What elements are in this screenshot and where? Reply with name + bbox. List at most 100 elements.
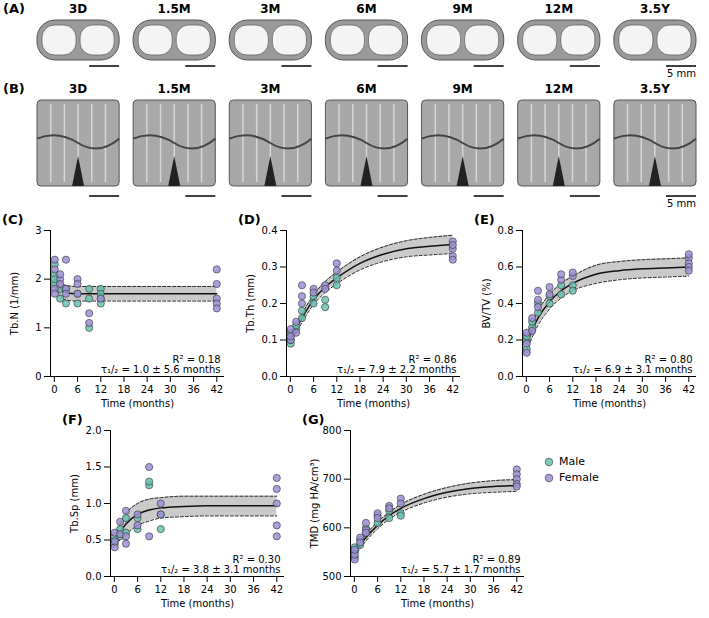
svg-text:12: 12 [394, 584, 407, 595]
svg-text:12: 12 [330, 384, 343, 395]
svg-text:0: 0 [111, 584, 117, 595]
svg-text:Time (months): Time (months) [400, 598, 474, 609]
svg-text:0.0: 0.0 [86, 571, 102, 582]
svg-text:R² = 0.18τ₁/₂ = 1.0 ± 5.6 mont: R² = 0.18τ₁/₂ = 1.0 ± 5.6 months [101, 354, 221, 375]
svg-text:1.0: 1.0 [86, 498, 102, 509]
svg-text:0: 0 [35, 371, 41, 382]
svg-text:42: 42 [510, 584, 523, 595]
svg-text:6: 6 [546, 384, 552, 395]
svg-text:18: 18 [590, 384, 603, 395]
html-text:(D): (D) [238, 212, 261, 227]
svg-text:0: 0 [523, 384, 529, 395]
svg-text:0.2: 0.2 [262, 298, 278, 309]
svg-text:6M: 6M [356, 2, 376, 16]
svg-text:3D: 3D [69, 2, 87, 16]
svg-text:3: 3 [35, 225, 41, 236]
svg-text:6: 6 [74, 384, 80, 395]
svg-text:36: 36 [487, 584, 500, 595]
svg-text:3M: 3M [260, 2, 280, 16]
svg-text:12M: 12M [544, 2, 573, 16]
svg-text:6: 6 [310, 384, 316, 395]
svg-text:42: 42 [682, 384, 695, 395]
svg-text:1.5: 1.5 [86, 461, 102, 472]
svg-text:18: 18 [354, 384, 367, 395]
svg-text:0: 0 [287, 384, 293, 395]
svg-text:30: 30 [464, 584, 477, 595]
svg-text:36: 36 [423, 384, 436, 395]
svg-text:1: 1 [35, 322, 41, 333]
svg-text:6M: 6M [356, 82, 376, 96]
svg-text:30: 30 [224, 584, 237, 595]
svg-text:3M: 3M [260, 82, 280, 96]
svg-text:2: 2 [35, 273, 41, 284]
svg-text:Tb.Th (mm): Tb.Th (mm) [245, 274, 256, 334]
svg-text:24: 24 [201, 584, 214, 595]
svg-text:30: 30 [636, 384, 649, 395]
svg-text:800: 800 [322, 425, 341, 436]
svg-text:9M: 9M [452, 2, 472, 16]
svg-text:Time (months): Time (months) [160, 598, 234, 609]
svg-text:(A): (A) [3, 1, 25, 16]
svg-text:R² = 0.86τ₁/₂ = 7.9 ± 2.2 mont: R² = 0.86τ₁/₂ = 7.9 ± 2.2 months [337, 354, 457, 375]
svg-text:36: 36 [187, 384, 200, 395]
svg-text:6: 6 [134, 584, 140, 595]
svg-text:42: 42 [446, 384, 459, 395]
svg-text:0.2: 0.2 [498, 334, 514, 345]
svg-text:(B): (B) [3, 81, 25, 96]
svg-text:6: 6 [374, 584, 380, 595]
svg-text:42: 42 [270, 584, 283, 595]
svg-text:5 mm: 5 mm [667, 198, 696, 209]
svg-text:0.6: 0.6 [498, 261, 514, 272]
svg-text:5 mm: 5 mm [667, 68, 696, 79]
svg-text:TMD (mg HA/cm³): TMD (mg HA/cm³) [309, 459, 320, 550]
svg-text:12: 12 [154, 584, 167, 595]
svg-text:3.5Y: 3.5Y [640, 82, 670, 96]
svg-text:18: 18 [118, 384, 131, 395]
svg-text:36: 36 [247, 584, 260, 595]
svg-text:Time (months): Time (months) [336, 398, 410, 409]
svg-text:24: 24 [441, 584, 454, 595]
svg-text:0.4: 0.4 [498, 298, 514, 309]
svg-text:700: 700 [322, 473, 341, 484]
svg-text:0: 0 [51, 384, 57, 395]
svg-text:0.1: 0.1 [262, 334, 278, 345]
html-text:(F): (F) [62, 412, 83, 427]
svg-text:0.0: 0.0 [498, 371, 514, 382]
html-text:(E): (E) [474, 212, 495, 227]
svg-text:12M: 12M [544, 82, 573, 96]
svg-text:R² = 0.30τ₁/₂ = 3.8 ± 3.1 mont: R² = 0.30τ₁/₂ = 3.8 ± 3.1 months [161, 554, 281, 575]
svg-text:12: 12 [566, 384, 579, 395]
html-text:(C): (C) [2, 212, 24, 227]
svg-text:3D: 3D [69, 82, 87, 96]
svg-text:18: 18 [418, 584, 431, 595]
svg-text:R² = 0.80τ₁/₂ = 6.9 ± 3.1 mont: R² = 0.80τ₁/₂ = 6.9 ± 3.1 months [573, 354, 693, 375]
svg-text:2.0: 2.0 [86, 425, 102, 436]
svg-text:24: 24 [141, 384, 154, 395]
svg-text:600: 600 [322, 522, 341, 533]
svg-text:30: 30 [164, 384, 177, 395]
svg-text:Time (months): Time (months) [100, 398, 174, 409]
svg-text:0: 0 [351, 584, 357, 595]
svg-text:42: 42 [210, 384, 223, 395]
svg-text:18: 18 [178, 584, 191, 595]
svg-text:R² = 0.89τ₁/₂ = 5.7 ± 1.7 mont: R² = 0.89τ₁/₂ = 5.7 ± 1.7 months [401, 554, 521, 575]
svg-text:Tb.N (1/mm): Tb.N (1/mm) [9, 272, 20, 336]
svg-text:0.5: 0.5 [86, 534, 102, 545]
svg-text:24: 24 [377, 384, 390, 395]
svg-text:36: 36 [659, 384, 672, 395]
svg-text:30: 30 [400, 384, 413, 395]
svg-text:12: 12 [94, 384, 107, 395]
svg-text:24: 24 [613, 384, 626, 395]
svg-text:Tb.Sp (mm): Tb.Sp (mm) [69, 474, 80, 534]
svg-text:1.5M: 1.5M [158, 2, 191, 16]
svg-text:1.5M: 1.5M [158, 82, 191, 96]
svg-text:9M: 9M [452, 82, 472, 96]
svg-text:Time (months): Time (months) [572, 398, 646, 409]
svg-text:0.4: 0.4 [262, 225, 278, 236]
svg-text:500: 500 [322, 571, 341, 582]
svg-text:0.8: 0.8 [498, 225, 514, 236]
svg-text:BV/TV (%): BV/TV (%) [481, 278, 492, 328]
svg-text:0.0: 0.0 [262, 371, 278, 382]
svg-text:3.5Y: 3.5Y [640, 2, 670, 16]
svg-text:0.3: 0.3 [262, 261, 278, 272]
